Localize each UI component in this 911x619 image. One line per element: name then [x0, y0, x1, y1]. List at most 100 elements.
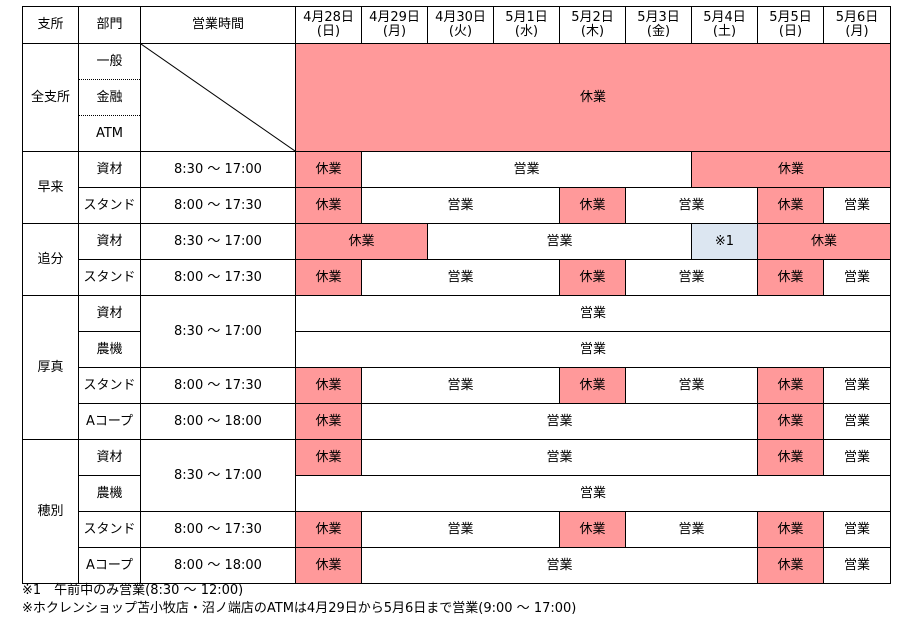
hours: 8:30 ～ 17:00	[140, 439, 296, 512]
status-closed: 休業	[295, 403, 362, 440]
status-closed: 休業	[295, 511, 362, 548]
status-closed: 休業	[757, 187, 824, 224]
status-open: 営業	[361, 151, 692, 188]
table-row: ATM	[23, 115, 891, 152]
hours: 8:00 ～ 18:00	[140, 403, 296, 440]
footnote: ※1 午前中のみ営業(8:30 ～ 12:00)	[22, 583, 244, 598]
dept-name: 資材	[78, 151, 141, 188]
header-date: 4月30日 (火)	[427, 6, 494, 44]
hours: 8:00 ～ 17:30	[140, 511, 296, 548]
status-open: 営業	[361, 547, 758, 584]
dept-name: スタンド	[78, 367, 141, 404]
dept-name: Aコープ	[78, 403, 141, 440]
header-date: 5月4日 (土)	[691, 6, 758, 44]
dept-name: Aコープ	[78, 547, 141, 584]
diagonal-line	[141, 44, 295, 151]
status-half-day: ※1	[691, 223, 758, 260]
status-open: 営業	[361, 187, 560, 224]
header-row: 支所 部門 営業時間 4月28日 (日) 4月29日 (月) 4月30日 (火) 5月…	[22, 6, 891, 44]
status-open: 営業	[823, 547, 891, 584]
status-open: 営業	[427, 223, 692, 260]
dept-name: 農機	[78, 475, 141, 512]
branch-name: 早来	[22, 151, 79, 224]
dept-name: ATM	[78, 115, 141, 152]
hours: 8:00 ～ 17:30	[140, 187, 296, 224]
status-open: 営業	[625, 511, 758, 548]
dept-name: スタンド	[78, 259, 141, 296]
status-closed: 休業	[757, 547, 824, 584]
header-branch: 支所	[22, 6, 79, 44]
table-row: 穂別 資材 8:30 ～ 17:00 休業 営業 休業 営業	[22, 439, 891, 584]
hours: 8:00 ～ 18:00	[140, 547, 296, 584]
status-closed: 休業	[757, 259, 824, 296]
hours: 8:30 ～ 17:00	[140, 151, 296, 188]
table-row: スタンド 8:00 ～ 17:30 休業 営業 休業 営業 休業 営業	[23, 511, 891, 548]
status-open: 営業	[625, 367, 758, 404]
header-date: 4月29日 (月)	[361, 6, 428, 44]
holiday-schedule-table: 支所 部門 営業時間 4月28日 (日) 4月29日 (月) 4月30日 (火) 5月…	[22, 6, 891, 584]
status-closed: 休業	[295, 259, 362, 296]
table-row: 早来 資材 8:30 ～ 17:00 休業 営業 休業	[22, 151, 891, 224]
footnotes: ※1 午前中のみ営業(8:30 ～ 12:00) ※ホクレンショップ苫小牧店・沼…	[22, 582, 576, 618]
status-closed: 休業	[295, 439, 362, 476]
table-row: Aコープ 8:00 ～ 18:00 休業 営業 休業 営業	[23, 403, 891, 440]
dept-name: 農機	[78, 331, 141, 368]
header-date: 5月3日 (金)	[625, 6, 692, 44]
hours: 8:30 ～ 17:00	[140, 223, 296, 260]
status-open: 営業	[295, 331, 891, 368]
status-open: 営業	[361, 367, 560, 404]
status-open: 営業	[823, 439, 891, 476]
status-closed: 休業	[559, 367, 626, 404]
status-open: 営業	[625, 259, 758, 296]
branch-name: 穂別	[22, 439, 79, 584]
hours: 8:00 ～ 17:30	[140, 259, 296, 296]
table-row: Aコープ 8:00 ～ 18:00 休業 営業 休業 営業	[23, 547, 891, 584]
dept-name: 一般	[78, 43, 141, 80]
table-row: スタンド 8:00 ～ 17:30 休業 営業 休業 営業 休業 営業	[23, 367, 891, 404]
status-closed: 休業	[295, 43, 891, 152]
header-date: 5月5日 (日)	[757, 6, 824, 44]
status-closed: 休業	[757, 223, 891, 260]
status-open: 営業	[361, 439, 758, 476]
status-closed: 休業	[757, 367, 824, 404]
status-open: 営業	[361, 259, 560, 296]
status-closed: 休業	[295, 223, 428, 260]
header-dept: 部門	[78, 6, 141, 44]
status-closed: 休業	[757, 511, 824, 548]
footnote: ※ホクレンショップ苫小牧店・沼ノ端店のATMは4月29日から5月6日まで営業(9…	[22, 601, 577, 616]
table-row: スタンド 8:00 ～ 17:30 休業 営業 休業 営業 休業 営業	[23, 259, 891, 296]
dept-name: 資材	[78, 439, 141, 476]
header-date: 4月28日 (日)	[295, 6, 362, 44]
dept-name: 資材	[78, 295, 141, 332]
status-open: 営業	[625, 187, 758, 224]
dept-name: 金融	[78, 79, 141, 116]
status-closed: 休業	[295, 187, 362, 224]
status-open: 営業	[361, 403, 758, 440]
status-closed: 休業	[295, 151, 362, 188]
table-row: 農機 営業	[23, 475, 891, 512]
status-closed: 休業	[295, 367, 362, 404]
table-row: 全支所 一般 休業	[22, 43, 891, 152]
status-closed: 休業	[559, 259, 626, 296]
branch-name: 追分	[22, 223, 79, 296]
hours-not-applicable	[140, 43, 296, 152]
dept-name: スタンド	[78, 187, 141, 224]
status-open: 営業	[361, 511, 560, 548]
status-closed: 休業	[559, 511, 626, 548]
status-open: 営業	[295, 295, 891, 332]
table-row: スタンド 8:00 ～ 17:30 休業 営業 休業 営業 休業 営業	[23, 187, 891, 224]
status-closed: 休業	[757, 439, 824, 476]
table-row: 金融	[23, 79, 891, 116]
status-open: 営業	[823, 187, 891, 224]
header-date: 5月6日 (月)	[823, 6, 891, 44]
status-open: 営業	[295, 475, 891, 512]
status-closed: 休業	[295, 547, 362, 584]
table-row: 追分 資材 8:30 ～ 17:00 休業 営業 ※1 休業	[22, 223, 891, 296]
table-row: 厚真 資材 8:30 ～ 17:00 営業	[22, 295, 891, 440]
header-hours: 営業時間	[140, 6, 296, 44]
branch-name: 全支所	[22, 43, 79, 152]
header-date: 5月2日 (木)	[559, 6, 626, 44]
dept-name: スタンド	[78, 511, 141, 548]
hours: 8:00 ～ 17:30	[140, 367, 296, 404]
table-row: 農機 営業	[23, 331, 891, 368]
